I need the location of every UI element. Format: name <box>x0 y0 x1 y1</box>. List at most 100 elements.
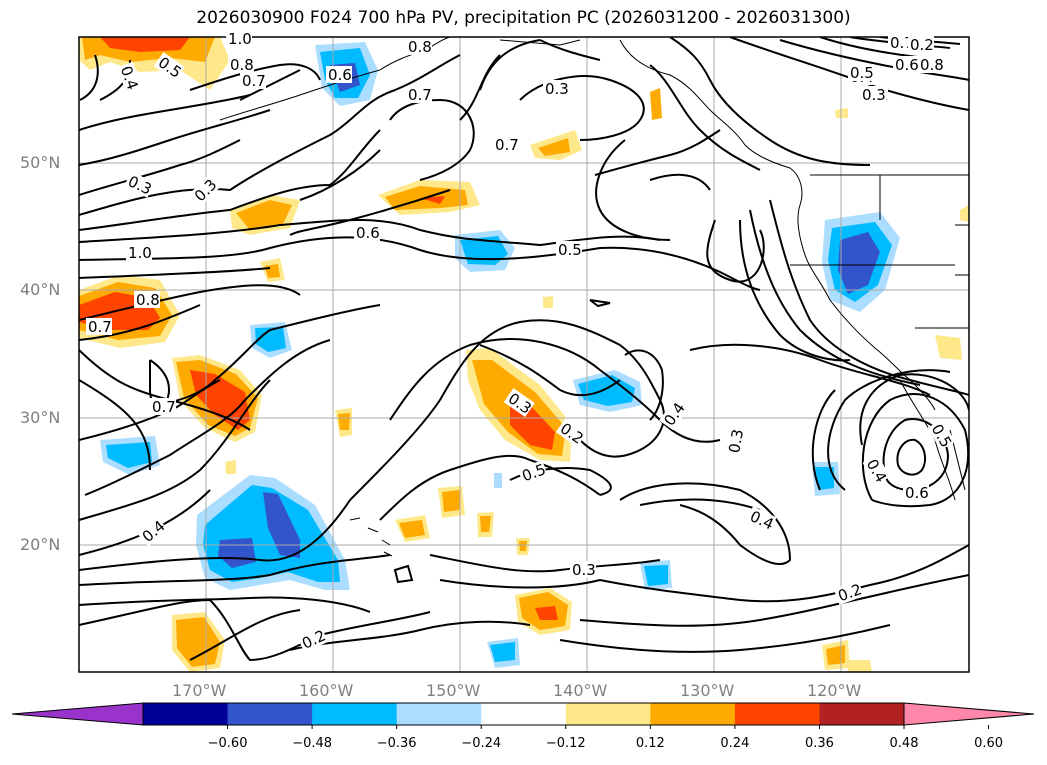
contour-label: 0.8 <box>408 38 432 56</box>
colorbar-tick-label: −0.60 <box>207 736 248 751</box>
lat-label-20n: 20°N <box>20 535 61 554</box>
lon-label-120w: 120°W <box>807 681 862 700</box>
contour-label-bg <box>860 86 886 103</box>
contour-label: 0.2 <box>910 36 934 54</box>
colorbar <box>11 702 1035 729</box>
colorbar-swatch <box>819 703 905 725</box>
colorbar-swatch <box>481 703 567 725</box>
contour-label: 0.6 <box>328 66 352 84</box>
contour-label-bg <box>123 171 155 198</box>
contour-label-bg <box>406 86 432 103</box>
contour-label-bg <box>893 56 919 73</box>
colorbar-swatch <box>734 703 820 725</box>
contour-label: 0.3 <box>572 561 596 579</box>
colorbar-tick-label: 0.48 <box>889 736 919 751</box>
contour-label-bg <box>228 56 254 73</box>
contour-label-bg <box>406 38 432 55</box>
chart-title: 2026030900 F024 700 hPa PV, precipitatio… <box>196 8 851 28</box>
lon-label-130w: 130°W <box>680 681 735 700</box>
colorbar-extend-low <box>11 702 144 726</box>
contour-label-bg <box>724 427 747 457</box>
contour-label-bg <box>240 72 266 89</box>
lon-label-170w: 170°W <box>172 681 227 700</box>
colorbar-tick-label: −0.36 <box>376 736 417 751</box>
colorbar-extend-high <box>903 702 1035 726</box>
contour-label-bg <box>137 516 169 547</box>
contour-label: 0.3 <box>862 86 886 104</box>
contour-label: 0.6 <box>356 224 380 242</box>
contour-label: 0.7 <box>242 72 266 90</box>
lat-label-50n: 50°N <box>20 153 61 172</box>
colorbar-swatch <box>650 703 736 725</box>
contour-label: 0.7 <box>88 318 112 336</box>
contour-label: 0.8 <box>230 56 254 74</box>
contour-label-bg <box>556 241 582 258</box>
contour-label: 0.2 <box>836 580 865 605</box>
contour-label-bg <box>354 224 380 241</box>
contour-label: 0.8 <box>136 291 160 309</box>
contour-label: 0.6 <box>905 484 929 502</box>
coastlines <box>219 37 969 557</box>
contour-label-bg <box>543 80 569 97</box>
colorbar-tick-label: −0.48 <box>292 736 333 751</box>
colorbar-swatch <box>143 703 229 725</box>
contour-label-bg <box>848 64 874 81</box>
colorbar-tick-label: −0.24 <box>461 736 502 751</box>
contour-label-bg <box>150 398 176 415</box>
contour-label-bg <box>862 454 891 486</box>
contour-label-bg <box>888 34 914 51</box>
contour-label: 0.3 <box>725 428 747 455</box>
contour-label-bg <box>326 66 352 83</box>
contour-label-bg <box>908 36 934 53</box>
contour-label-bg <box>117 61 142 92</box>
contour-label-bg <box>570 561 596 578</box>
colorbar-swatch <box>312 703 398 725</box>
contour-label: 0.3 <box>191 176 221 206</box>
contour-label: 0.3 <box>545 80 569 98</box>
contour-label-bg <box>153 52 185 82</box>
colorbar-outline <box>142 702 905 726</box>
colorbar-swatch <box>565 703 651 725</box>
colorbar-tick-label: 0.12 <box>635 736 665 751</box>
contour-label: 0.5 <box>558 241 582 259</box>
lat-label-40n: 40°N <box>20 280 61 299</box>
lat-label-30n: 30°N <box>20 408 61 427</box>
contour-label-bg <box>517 460 548 485</box>
contour-label-bg <box>903 484 929 501</box>
contour-label-bg <box>134 291 160 308</box>
contour-label-bg <box>927 419 956 451</box>
colorbar-swatch <box>227 703 313 725</box>
contour-label-bg <box>503 388 535 418</box>
contour-label-bg <box>297 626 329 653</box>
contour-label-bg <box>833 580 864 605</box>
contour-label-bg <box>659 399 689 431</box>
colorbar-tick-label: 0.36 <box>804 736 834 751</box>
contour-label: 0.7 <box>890 34 914 52</box>
contour-label: 0.7 <box>408 86 432 104</box>
colorbar-swatch <box>396 703 482 725</box>
contour-label: 0.7 <box>152 398 176 416</box>
colorbar-tick-label: 0.24 <box>720 736 750 751</box>
lon-label-150w: 150°W <box>426 681 481 700</box>
contour-label-bg <box>86 318 112 335</box>
colorbar-tick-label: 0.60 <box>974 736 1004 751</box>
contour-label-bg <box>226 30 252 47</box>
contour-label: 0.7 <box>495 136 519 154</box>
contour-label: 1.0 <box>128 244 152 262</box>
contour-label-bg <box>189 175 220 206</box>
pv-contours <box>79 37 969 662</box>
contour-label-bg <box>126 244 152 261</box>
contour-label: 0.5 <box>850 64 874 82</box>
contour-label: 1.0 <box>228 30 252 48</box>
precip-shading <box>79 37 969 672</box>
contour-label: 0.4 <box>139 517 169 546</box>
contour-label-bg <box>555 418 587 448</box>
contour-label: 0.8 <box>920 56 944 74</box>
lon-label-160w: 160°W <box>299 681 354 700</box>
map-frame <box>78 36 970 673</box>
contour-label-bg <box>493 136 519 153</box>
contour-label-bg <box>745 506 777 533</box>
colorbar-tick-label: −0.12 <box>545 736 586 751</box>
contour-label: 0.6 <box>895 56 919 74</box>
